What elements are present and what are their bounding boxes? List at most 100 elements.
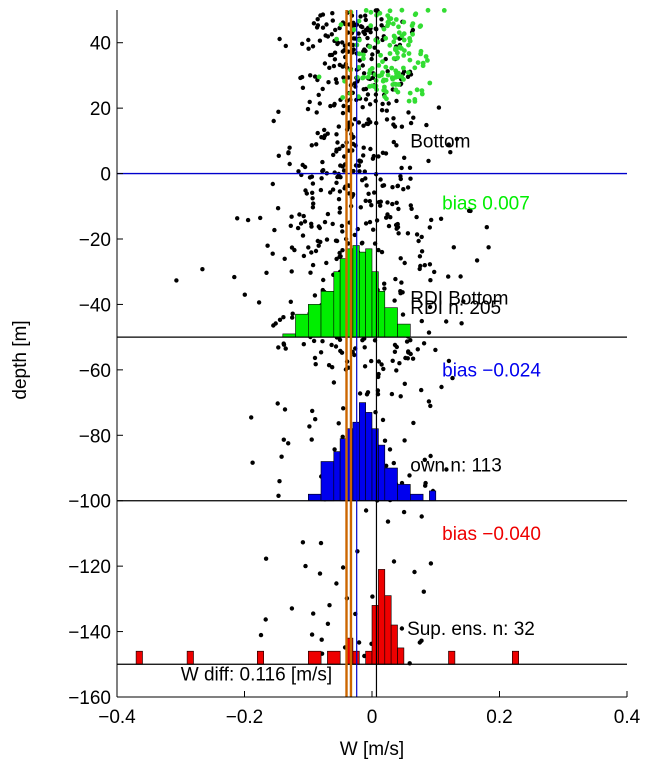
histogram-bar (409, 493, 424, 502)
green-scatter-point (419, 88, 425, 93)
scatter-point (318, 13, 323, 18)
scatter-point (372, 190, 377, 195)
scatter-point (277, 317, 283, 322)
y-tick-label: −20 (79, 230, 111, 251)
y-tick-label: 0 (100, 165, 111, 186)
green-scatter-point (409, 23, 415, 29)
scatter-point (306, 46, 311, 51)
scatter-point (272, 227, 277, 233)
green-scatter-point (406, 42, 411, 48)
scatter-point (319, 637, 324, 642)
scatter-point (401, 187, 406, 192)
scatter-point (320, 86, 325, 92)
scatter-point (327, 603, 332, 608)
green-scatter-point (367, 44, 373, 50)
scatter-point (337, 210, 342, 215)
scatter-point (311, 338, 317, 344)
green-scatter-point (381, 26, 387, 32)
scatter-point (315, 23, 321, 28)
scatter-point (312, 74, 318, 79)
scatter-point (451, 245, 456, 250)
green-scatter-point (425, 7, 431, 13)
scatter-point (423, 483, 428, 488)
scatter-point (256, 300, 262, 305)
scatter-point (334, 147, 339, 152)
scatter-point (318, 187, 324, 193)
scatter-point (302, 219, 308, 224)
scatter-point (312, 355, 318, 361)
histogram-bar (429, 490, 437, 501)
annotation-text: bias −0.024 (442, 360, 541, 381)
histogram-bar (333, 451, 341, 502)
scatter-point (316, 243, 321, 248)
green-scatter-point (387, 42, 393, 48)
scatter-point (360, 105, 365, 110)
scatter-point (394, 200, 399, 205)
scatter-point (379, 362, 384, 367)
scatter-point (433, 347, 438, 353)
scatter-point (301, 213, 306, 219)
green-scatter-point (405, 70, 411, 75)
scatter-point (419, 318, 424, 324)
scatter-point (412, 569, 417, 575)
scatter-point (410, 27, 416, 33)
scatter-point (407, 473, 412, 478)
scatter-point (384, 117, 390, 122)
scatter-point (422, 457, 427, 462)
scatter-point (402, 381, 407, 386)
scatter-point (334, 80, 339, 85)
green-scatter-point (334, 36, 339, 42)
scatter-point (313, 248, 319, 254)
scatter-point (264, 270, 269, 275)
histogram-bar (378, 290, 386, 338)
green-scatter-point (413, 11, 419, 17)
scatter-point (335, 140, 340, 145)
scatter-point (335, 41, 340, 47)
x-tick-label: 0.2 (486, 707, 512, 728)
y-tick-label: 40 (90, 34, 111, 55)
scatter-point (367, 219, 373, 225)
green-scatter-point (387, 51, 393, 56)
green-scatter-point (410, 31, 415, 37)
scatter-point (398, 394, 403, 399)
y-tick-label: −160 (68, 688, 111, 709)
scatter-point (454, 136, 460, 142)
scatter-point (333, 344, 339, 349)
scatter-point (446, 142, 451, 147)
scatter-point (271, 323, 276, 328)
scatter-point (380, 183, 385, 188)
green-scatter-point (412, 65, 418, 71)
scatter-point (379, 17, 384, 22)
scatter-point (391, 139, 396, 145)
scatter-point (368, 146, 373, 152)
scatter-point (281, 315, 286, 320)
scatter-point (379, 108, 385, 113)
scatter-point (277, 479, 282, 484)
scatter-point (367, 199, 372, 204)
histogram-bar (333, 271, 341, 338)
scatter-point (327, 65, 332, 71)
scatter-point (289, 269, 294, 274)
scatter-point (290, 315, 295, 320)
scatter-point (309, 143, 314, 148)
scatter-point (301, 253, 307, 259)
histogram-bar (307, 493, 322, 502)
scatter-point (361, 145, 366, 150)
green-scatter-point (393, 46, 398, 51)
scatter-point (311, 201, 316, 206)
scatter-point (361, 123, 366, 128)
scatter-point (352, 232, 357, 238)
scatter-point (414, 232, 420, 237)
scatter-point (409, 206, 414, 211)
scatter-point (296, 169, 301, 174)
scatter-point (330, 221, 335, 227)
scatter-point (363, 13, 368, 18)
green-scatter-point (365, 74, 371, 80)
scatter-point (357, 158, 362, 163)
histogram-bar (384, 307, 398, 338)
scatter-point (283, 346, 288, 351)
scatter-point (337, 189, 343, 194)
scatter-point (336, 197, 342, 202)
scatter-point (370, 594, 375, 599)
scatter-point (391, 559, 397, 564)
